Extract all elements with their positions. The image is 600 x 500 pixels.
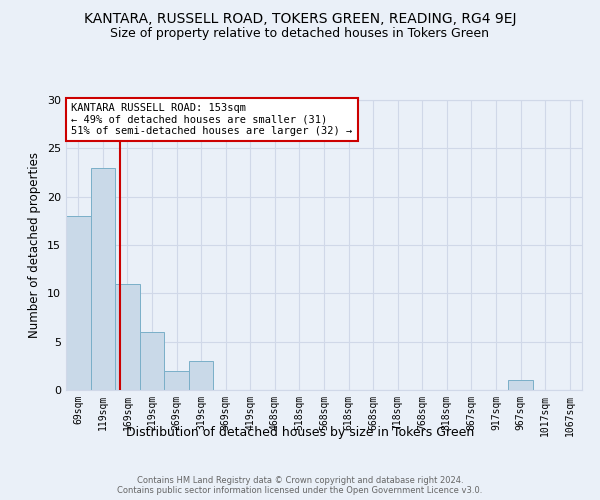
Y-axis label: Number of detached properties: Number of detached properties [28,152,41,338]
Text: KANTARA, RUSSELL ROAD, TOKERS GREEN, READING, RG4 9EJ: KANTARA, RUSSELL ROAD, TOKERS GREEN, REA… [84,12,516,26]
Bar [140,332,164,390]
Text: Distribution of detached houses by size in Tokers Green: Distribution of detached houses by size … [126,426,474,439]
Bar [508,380,533,390]
Bar [189,361,214,390]
Bar [115,284,140,390]
Text: Contains HM Land Registry data © Crown copyright and database right 2024.
Contai: Contains HM Land Registry data © Crown c… [118,476,482,495]
Bar [164,370,189,390]
Bar [66,216,91,390]
Text: Size of property relative to detached houses in Tokers Green: Size of property relative to detached ho… [110,28,490,40]
Bar [91,168,115,390]
Text: KANTARA RUSSELL ROAD: 153sqm
← 49% of detached houses are smaller (31)
51% of se: KANTARA RUSSELL ROAD: 153sqm ← 49% of de… [71,103,352,136]
